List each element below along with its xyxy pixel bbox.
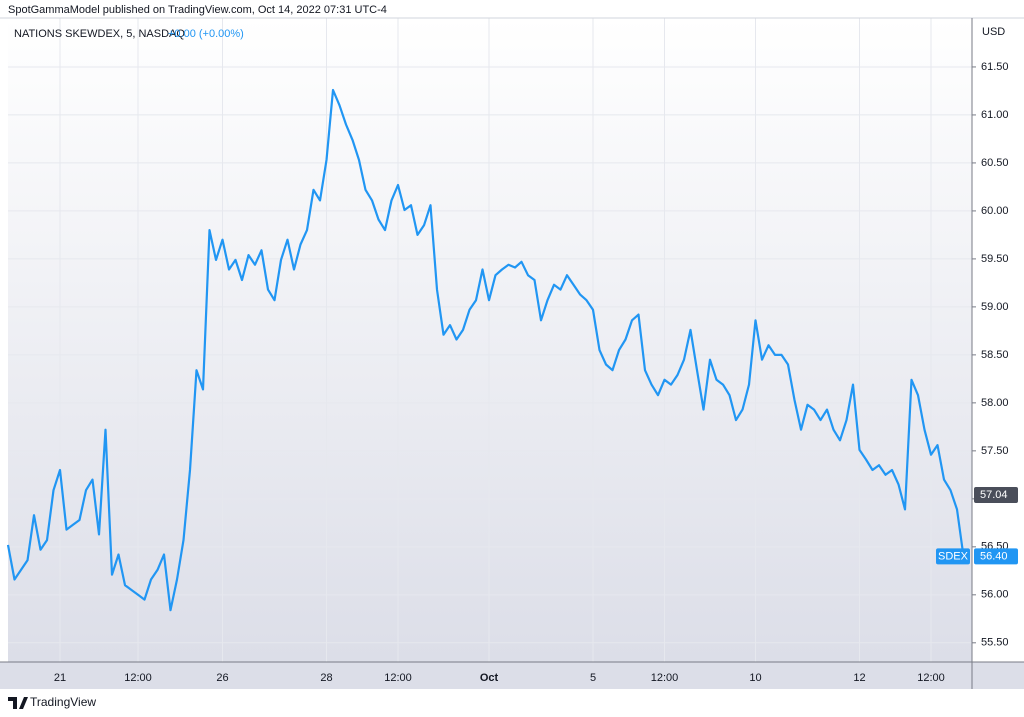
line-series (6, 88, 965, 612)
y-tick-label: 58.00 (981, 397, 1009, 409)
y-tick-label: 60.50 (981, 157, 1009, 169)
x-tick-label: 12:00 (384, 672, 412, 684)
y-tick-label: 59.50 (981, 253, 1009, 265)
brand-label: TradingView (30, 695, 96, 709)
change-label: +0.00 (+0.00%) (168, 28, 244, 40)
price-marker-label: 57.04 (980, 489, 1008, 501)
y-tick-label: 61.50 (981, 61, 1009, 73)
y-tick-label: 56.00 (981, 589, 1009, 601)
x-tick-label: 12:00 (917, 672, 945, 684)
price-marker-label: 56.40 (980, 550, 1008, 562)
x-tick-label: 12:00 (124, 672, 152, 684)
publisher-note: SpotGammaModel published on TradingView.… (8, 4, 387, 16)
x-tick-label: 12:00 (651, 672, 679, 684)
x-tick-label: Oct (480, 672, 499, 684)
y-tick-label: 55.50 (981, 637, 1009, 649)
y-tick-label: 60.00 (981, 205, 1009, 217)
x-tick-label: 12 (853, 672, 865, 684)
x-tick-label: 10 (749, 672, 761, 684)
x-tick-label: 5 (590, 672, 596, 684)
y-tick-label: 58.50 (981, 349, 1009, 361)
price-marker (974, 548, 1018, 565)
x-tick-label: 26 (216, 672, 228, 684)
x-tick-label: 21 (54, 672, 66, 684)
price-marker (974, 487, 1018, 504)
series-name-label: SDEX (938, 550, 969, 562)
y-tick-label: 57.50 (981, 445, 1009, 457)
currency-label: USD (982, 26, 1005, 38)
x-tick-label: 28 (320, 672, 332, 684)
brand-logo (8, 697, 28, 709)
time-axis-background (0, 662, 1024, 689)
y-tick-label: 61.00 (981, 109, 1009, 121)
plot-background (8, 18, 972, 662)
y-tick-label: 59.00 (981, 301, 1009, 313)
symbol-label: NATIONS SKEWDEX, 5, NASDAQ (14, 28, 185, 40)
series-name-tag (936, 548, 970, 565)
